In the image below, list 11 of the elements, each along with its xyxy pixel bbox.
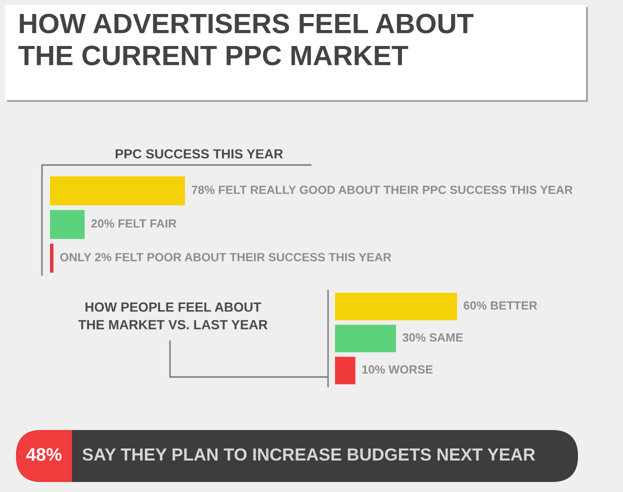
text: HOW PEOPLE FEEL ABOUT THE MARKET VS. LAST YEAR [78, 302, 268, 330]
data-label: 78% FELT REALLY GOOD ABOUT THEIR PPC SUCCESS THIS YEAR [192, 186, 573, 194]
data-label: 30% SAME [402, 333, 463, 342]
data-label: 60% BETTER [464, 301, 538, 310]
data-label: ONLY 2% FELT POOR ABOUT THEIR SUCCESS THIS YEAR [60, 252, 392, 262]
chart-title: PPC SUCCESS THIS YEAR [116, 149, 283, 159]
text: 48% [26, 448, 62, 461]
text: HOW ADVERTISERS FEEL ABOUT THE CURRENT PPC MARKET [18, 14, 474, 66]
data-label: 10% WORSE [362, 365, 433, 374]
text: SAY THEY PLAN TO INCREASE BUDGETS NEXT YEAR [82, 448, 536, 461]
data-label: 20% FELT FAIR [91, 219, 176, 228]
